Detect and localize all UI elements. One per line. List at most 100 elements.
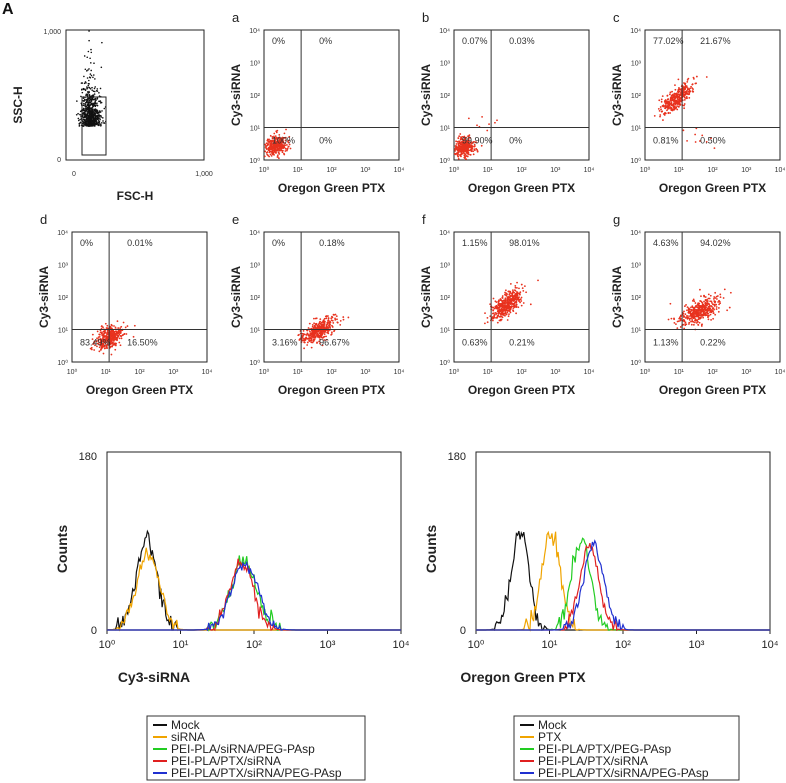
event-dot — [505, 313, 508, 316]
event-dot — [511, 289, 514, 291]
event-dot — [473, 148, 476, 151]
x-tick-label: 10¹ — [542, 639, 558, 651]
event-dot — [668, 103, 670, 106]
event-dot — [695, 82, 698, 85]
event-dot — [470, 140, 472, 143]
gate-event — [83, 121, 86, 124]
event-dot — [461, 142, 464, 145]
event-dot — [315, 330, 317, 333]
quadrant-lower-right: 0% — [319, 136, 332, 146]
event-dot — [712, 317, 715, 320]
event-dot — [501, 300, 504, 302]
event-dot — [659, 115, 661, 118]
event-dot — [455, 145, 458, 147]
gate-event — [94, 105, 97, 108]
event-dot — [523, 285, 526, 288]
event-dot — [677, 105, 680, 108]
event-dot — [325, 338, 328, 341]
event-dot — [685, 91, 688, 94]
event-dot — [272, 151, 275, 154]
event-dot — [516, 281, 518, 284]
event-dot — [714, 291, 717, 294]
gate-event — [88, 83, 90, 85]
event-dot — [347, 316, 350, 319]
gate-event — [93, 93, 96, 95]
event-dot — [325, 325, 328, 328]
gate-event — [92, 76, 94, 79]
event-dot — [518, 287, 520, 290]
event-dot — [328, 322, 331, 325]
event-dot — [324, 331, 326, 334]
event-dot — [683, 98, 686, 101]
gate-event — [87, 120, 90, 122]
x-tick-label: 10⁴ — [202, 369, 213, 376]
event-dot — [515, 291, 518, 293]
event-dot — [110, 323, 113, 326]
quadrant-lower-left: 3.16% — [272, 338, 298, 348]
gate-event — [96, 122, 98, 125]
event-dot — [675, 323, 677, 326]
event-dot — [715, 303, 718, 306]
y-tick-label: 10³ — [631, 61, 642, 68]
event-dot — [310, 339, 313, 342]
plot-frame — [644, 231, 781, 363]
legend: MockPTXPEI-PLA/PTX/PEG-PAspPEI-PLA/PTX/s… — [513, 715, 740, 781]
x-tick-label: 10¹ — [293, 369, 304, 376]
event-dot — [309, 337, 312, 340]
x-axis-label: Oregon Green PTX — [278, 383, 385, 397]
gate-event — [84, 116, 86, 118]
event-dot — [666, 109, 668, 112]
x-tick-label: 10² — [516, 167, 527, 174]
y-tick-label: 10¹ — [58, 328, 69, 335]
histogram-series — [476, 539, 770, 631]
event-dot — [504, 309, 507, 312]
event-dot — [106, 327, 109, 330]
event-dot — [705, 311, 708, 314]
gate-event — [88, 104, 90, 106]
event-dot — [102, 330, 105, 333]
gate-event — [98, 92, 100, 94]
event-dot — [100, 341, 102, 344]
histogram-plots: 10⁰ 10¹ 10² 10³ 10⁴0180Cy3-siRNACountsMocksi… — [54, 451, 779, 781]
gate-event — [103, 107, 106, 110]
event-dot — [517, 292, 519, 295]
y-tick-label: 10⁰ — [630, 157, 641, 165]
event-dot — [679, 315, 682, 318]
event-dot — [102, 343, 104, 346]
event-dot — [133, 324, 136, 327]
gate-event — [100, 116, 103, 118]
event-dot — [273, 132, 276, 135]
event-dot — [472, 150, 475, 153]
event-dot — [507, 297, 510, 300]
event-dot — [307, 335, 310, 337]
event-dot — [514, 286, 517, 289]
event-dot — [312, 336, 314, 338]
event-dot — [265, 147, 268, 150]
event-dot — [322, 320, 325, 323]
event-dot — [303, 333, 306, 336]
event-dot — [283, 152, 285, 155]
event-dot — [707, 314, 710, 317]
event-dot — [674, 88, 677, 91]
event-dot — [678, 317, 681, 320]
event-dot — [104, 338, 106, 341]
event-dot — [697, 304, 700, 307]
gate-event — [85, 105, 88, 108]
gate-event — [99, 118, 101, 121]
event-dot — [463, 154, 466, 157]
y-axis-label: Cy3-siRNA — [229, 266, 243, 328]
event-dot — [511, 297, 514, 300]
event-dot — [509, 283, 512, 285]
event-dot — [503, 303, 506, 306]
event-dot — [507, 315, 510, 318]
y-tick-label: 10² — [250, 93, 261, 100]
event-dot — [488, 123, 490, 126]
event-dot — [501, 295, 504, 297]
event-dot — [686, 79, 689, 81]
event-dot — [475, 141, 478, 144]
event-dot — [111, 333, 114, 335]
event-dot — [496, 316, 499, 319]
event-dot — [709, 307, 712, 310]
gate-event — [86, 91, 89, 93]
event-dot — [274, 142, 277, 145]
